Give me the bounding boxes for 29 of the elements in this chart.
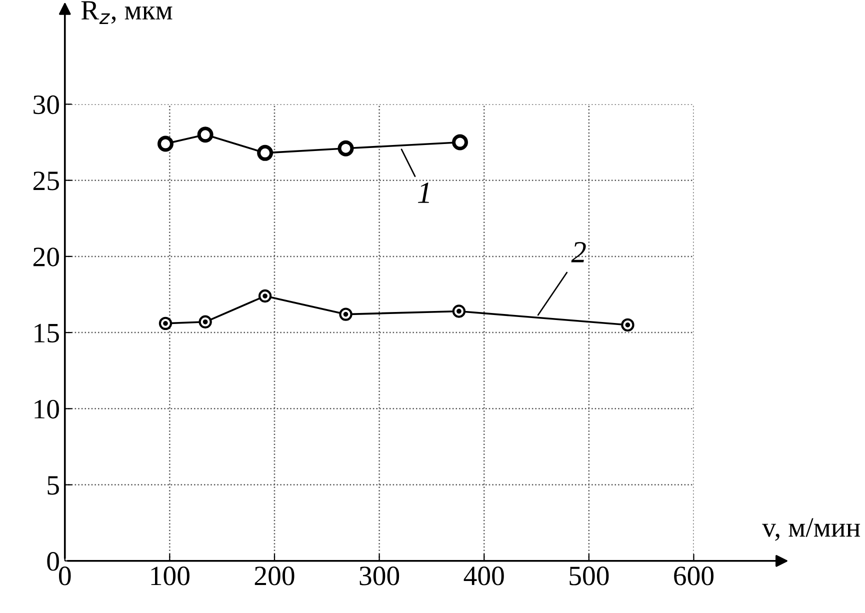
x-tick-label: 600 [674,566,714,586]
y-tick-label: 25 [33,172,59,190]
y-tick-label: 15 [34,324,59,342]
annotation: 2 [571,242,586,262]
point [452,134,468,150]
point [339,308,352,321]
x-tick-label: 400 [464,566,504,586]
y-tick-label: 0 [47,552,59,571]
y-tick-label: 20 [33,248,59,266]
y-tick-label: 10 [34,400,59,419]
x-tick-label: 500 [570,566,609,586]
point [257,144,274,161]
x-tick-label: 100 [151,566,190,586]
x-tick-label: 200 [254,566,294,586]
x-tick-label: 300 [360,566,400,586]
x-axis-title: v, м/мин [762,518,860,541]
x-tick-label: 0 [58,566,71,586]
point [158,136,174,152]
y-tick-label: 30 [34,95,59,114]
y-axis-title: R$_{z}$, мкм [81,1,172,24]
point [258,289,272,303]
point [452,304,466,318]
point [158,316,172,330]
annotation: 1 [418,182,429,203]
point [197,126,214,143]
y-tick-label: 5 [48,476,59,495]
point [621,318,634,332]
point [198,315,212,328]
point [338,140,354,156]
